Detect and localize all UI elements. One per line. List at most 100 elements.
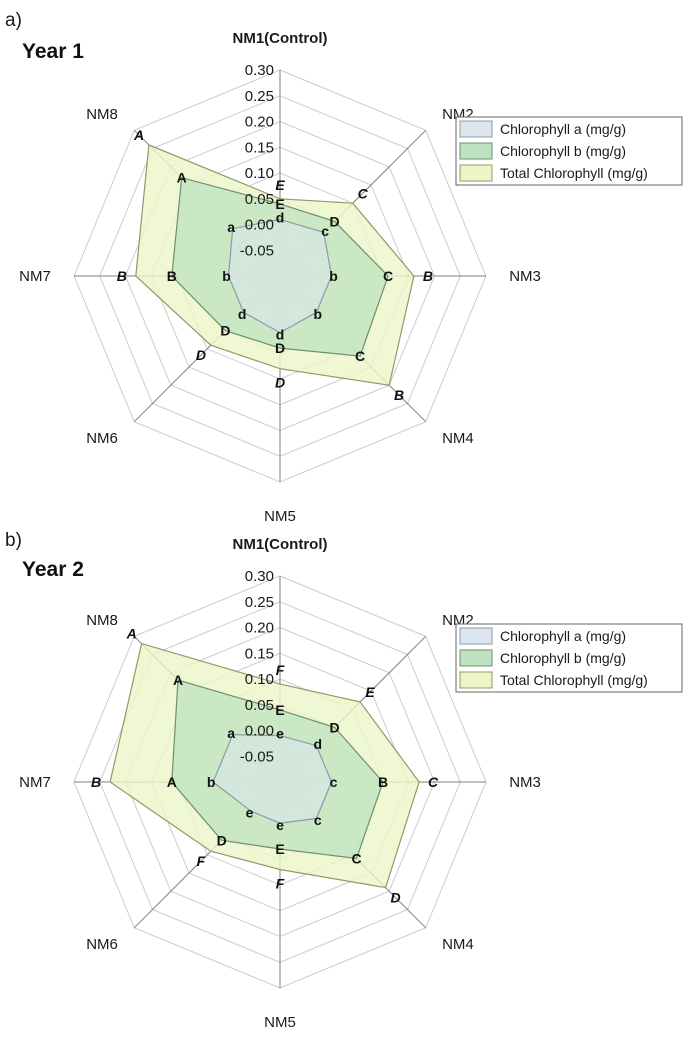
r-tick-label: 0.30: [245, 62, 274, 79]
significance-letter: F: [276, 662, 285, 678]
significance-letter: a: [227, 725, 235, 741]
legend-frame: [455, 623, 683, 693]
significance-letter: A: [173, 672, 183, 688]
significance-letter: d: [314, 736, 323, 752]
legend-swatch: [459, 120, 493, 138]
category-label: NM8: [86, 612, 118, 629]
r-tick-label: 0.00: [245, 723, 274, 740]
significance-letter: c: [330, 774, 338, 790]
r-tick-label: 0.10: [245, 671, 274, 688]
legend-swatch: [459, 649, 493, 667]
significance-letter: C: [358, 185, 369, 201]
significance-letter: E: [275, 177, 285, 193]
significance-letter: a: [227, 219, 235, 235]
significance-letter: D: [196, 347, 206, 363]
significance-letter: c: [314, 812, 322, 828]
significance-letter: B: [378, 774, 388, 790]
r-tick-label: 0.25: [245, 594, 274, 611]
significance-letter: D: [330, 213, 340, 229]
r-tick-label: 0.05: [245, 697, 274, 714]
category-label: NM7: [19, 774, 51, 791]
category-label: NM6: [86, 430, 118, 447]
significance-letter: e: [276, 726, 284, 742]
category-label: NM5: [264, 1014, 296, 1031]
category-label: NM6: [86, 936, 118, 953]
r-tick-label: 0.15: [245, 139, 274, 156]
significance-letter: b: [329, 268, 338, 284]
radar-panel-2: b)Year 2 -0.05 0.00 0.05 0.10 0.15 0.20 0.25 0.3…: [5, 530, 683, 1031]
category-label: NM7: [19, 268, 51, 285]
legend-swatch: [459, 627, 493, 645]
r-tick-label: 0.25: [245, 88, 274, 105]
r-tick-label: -0.05: [240, 242, 274, 259]
significance-letter: D: [330, 719, 340, 735]
legend-label: Chlorophyll b (mg/g): [500, 143, 626, 159]
legend: Chlorophyll a (mg/g) Chlorophyll b (mg/g)…: [455, 623, 683, 693]
significance-letter: E: [365, 684, 375, 700]
legend-label: Chlorophyll b (mg/g): [500, 650, 626, 666]
significance-letter: A: [133, 127, 144, 143]
significance-letter: d: [238, 306, 247, 322]
significance-letter: E: [275, 702, 284, 718]
significance-letter: d: [276, 209, 285, 225]
significance-letter: B: [394, 387, 404, 403]
significance-letter: b: [222, 268, 231, 284]
significance-letter: E: [275, 841, 284, 857]
category-label: NM3: [509, 774, 541, 791]
significance-letter: A: [167, 774, 177, 790]
radar-panel-1: a)Year 1 -0.05 0.00 0.05 0.10 0.15 0.20 0.25 0.3…: [5, 10, 683, 525]
significance-letter: C: [428, 774, 439, 790]
category-label: NM1(Control): [233, 30, 328, 47]
r-tick-label: -0.05: [240, 748, 274, 765]
r-tick-label: 0.05: [245, 191, 274, 208]
significance-letter: F: [197, 853, 206, 869]
significance-letter: e: [276, 817, 284, 833]
significance-letter: B: [423, 268, 433, 284]
r-tick-label: 0.20: [245, 114, 274, 131]
significance-letter: D: [275, 375, 285, 391]
legend-label: Chlorophyll a (mg/g): [500, 628, 626, 644]
panel-letter: a): [5, 10, 22, 31]
significance-letter: C: [351, 851, 361, 867]
significance-letter: B: [167, 268, 177, 284]
significance-letter: A: [126, 626, 137, 642]
significance-letter: D: [275, 340, 285, 356]
series-area-1: [212, 734, 333, 824]
legend-swatch: [459, 142, 493, 160]
legend-frame: [455, 116, 683, 186]
category-label: NM4: [442, 430, 474, 447]
legend-label: Total Chlorophyll (mg/g): [500, 165, 648, 181]
category-label: NM5: [264, 508, 296, 525]
legend-swatch: [459, 671, 493, 689]
significance-letter: F: [276, 876, 285, 892]
r-tick-label: 0.00: [245, 217, 274, 234]
significance-letter: E: [275, 196, 284, 212]
significance-letter: B: [91, 774, 101, 790]
significance-letter: b: [314, 306, 323, 322]
legend-label: Chlorophyll a (mg/g): [500, 121, 626, 137]
legend-swatch: [459, 164, 493, 182]
category-label: NM4: [442, 936, 474, 953]
r-tick-label: 0.10: [245, 165, 274, 182]
category-label: NM8: [86, 106, 118, 123]
chart-title: Year 1: [22, 40, 84, 63]
r-tick-label: 0.30: [245, 568, 274, 585]
series-area-1: [227, 218, 333, 334]
significance-letter: A: [177, 170, 187, 186]
chart-title: Year 2: [22, 558, 84, 581]
significance-letter: B: [117, 268, 127, 284]
category-label: NM1(Control): [233, 536, 328, 553]
category-label: NM3: [509, 268, 541, 285]
significance-letter: C: [355, 348, 365, 364]
significance-letter: e: [246, 805, 254, 821]
significance-letter: b: [207, 774, 216, 790]
r-tick-label: 0.20: [245, 620, 274, 637]
significance-letter: C: [383, 268, 393, 284]
panel-letter: b): [5, 530, 22, 551]
significance-letter: D: [390, 890, 400, 906]
r-tick-label: 0.15: [245, 645, 274, 662]
legend-label: Total Chlorophyll (mg/g): [500, 672, 648, 688]
significance-letter: c: [321, 223, 329, 239]
significance-letter: D: [220, 323, 230, 339]
